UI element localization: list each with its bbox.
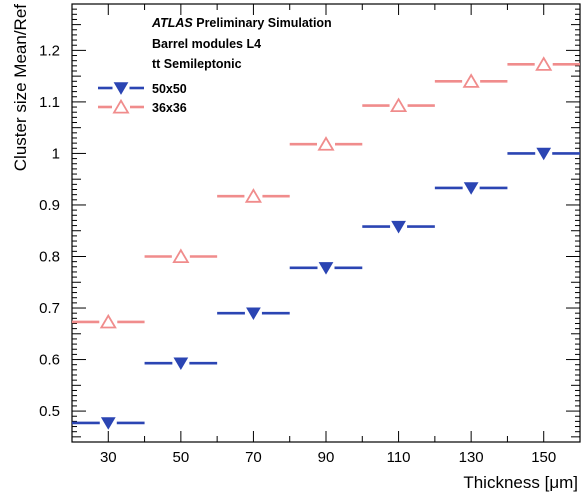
data-point (318, 262, 334, 275)
legend-label: 50x50 (152, 82, 187, 96)
annotation-line-1: ATLAS Preliminary Simulation (151, 16, 332, 30)
series-36x36 (72, 56, 580, 329)
y-tick-label: 0.8 (39, 248, 60, 265)
series-layer (72, 56, 580, 430)
y-tick-label: 0.9 (39, 197, 60, 214)
y-tick-label: 1 (52, 145, 60, 162)
data-point (246, 307, 261, 321)
legend-marker (113, 82, 129, 95)
y-axis-label: Cluster size Mean/Ref (11, 4, 30, 172)
y-tick-label: 1.1 (39, 94, 60, 111)
data-point (389, 97, 408, 113)
x-tick-label: 70 (245, 449, 262, 466)
data-point (535, 56, 553, 71)
x-tick-label: 50 (173, 449, 190, 466)
x-tick-label: 130 (459, 449, 484, 466)
data-point (391, 220, 406, 234)
annotation-experiment: ATLAS (151, 16, 193, 30)
y-tick-label: 0.6 (39, 352, 60, 369)
y-tick-label: 1.2 (39, 42, 60, 59)
annotation-status: Preliminary Simulation (196, 16, 331, 30)
legend-label: 36x36 (152, 101, 187, 115)
x-tick-label: 150 (531, 449, 556, 466)
legend-marker (112, 98, 130, 114)
annotation-line-3: tt Semileptonic (152, 57, 242, 71)
y-axis-ticks: 0.5 0.6 0.7 0.8 0.9 1 1.1 1.2 (39, 8, 580, 438)
legend-entries: 50x50 36x36 (98, 82, 187, 115)
data-point (99, 313, 117, 329)
data-point (317, 136, 335, 151)
data-point (173, 357, 189, 370)
x-tick-label: 90 (318, 449, 335, 466)
data-point (100, 417, 116, 430)
x-axis-label: Thickness [μm] (463, 473, 578, 492)
x-tick-label: 110 (387, 449, 411, 466)
y-tick-label: 0.7 (39, 300, 60, 317)
legend: ATLAS Preliminary Simulation Barrel modu… (98, 16, 332, 115)
annotation-line-2: Barrel modules L4 (152, 37, 261, 51)
x-tick-label: 30 (100, 449, 117, 466)
data-point (172, 248, 190, 263)
series-50x50 (72, 147, 580, 430)
data-point (463, 182, 479, 195)
data-point (462, 73, 480, 88)
x-axis-ticks: 30 50 70 90 110 130 150 (71, 4, 581, 466)
y-tick-label: 0.5 (39, 403, 60, 420)
data-point (536, 147, 552, 161)
data-point (244, 188, 263, 203)
